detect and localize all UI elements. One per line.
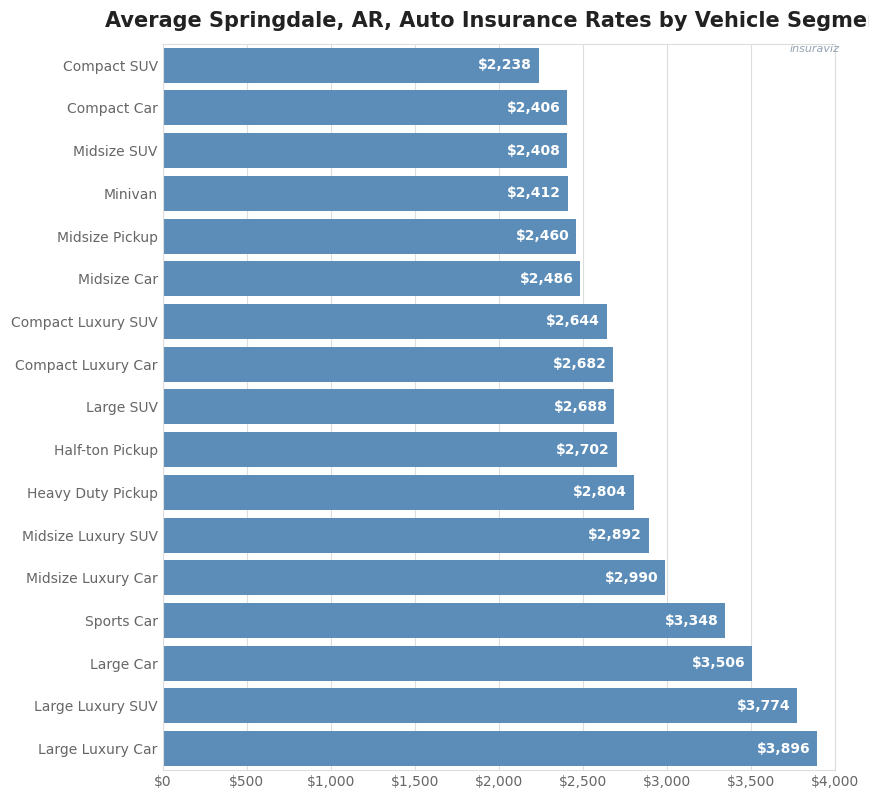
- Text: $2,702: $2,702: [555, 442, 609, 457]
- Text: $2,688: $2,688: [553, 400, 607, 414]
- Text: $2,460: $2,460: [515, 229, 568, 243]
- Bar: [163, 390, 614, 425]
- Text: $2,682: $2,682: [552, 357, 606, 371]
- Bar: [163, 475, 634, 510]
- Title: Average Springdale, AR, Auto Insurance Rates by Vehicle Segment: Average Springdale, AR, Auto Insurance R…: [105, 11, 869, 31]
- Bar: [163, 689, 796, 723]
- Bar: [163, 646, 751, 681]
- Text: $3,896: $3,896: [756, 742, 810, 756]
- Bar: [163, 304, 607, 339]
- Bar: [163, 262, 580, 296]
- Bar: [163, 346, 613, 382]
- Bar: [163, 432, 616, 467]
- Text: $2,406: $2,406: [506, 101, 560, 115]
- Text: $3,774: $3,774: [735, 699, 789, 713]
- Text: $2,892: $2,892: [587, 528, 641, 542]
- Text: $2,486: $2,486: [519, 272, 573, 286]
- Text: $2,412: $2,412: [507, 186, 561, 200]
- Bar: [163, 176, 567, 211]
- Text: $2,408: $2,408: [506, 143, 560, 158]
- Bar: [163, 218, 575, 254]
- Bar: [163, 603, 725, 638]
- Bar: [163, 731, 816, 766]
- Text: insuraviz: insuraviz: [789, 44, 839, 54]
- Bar: [163, 560, 664, 595]
- Bar: [163, 518, 648, 553]
- Text: $3,506: $3,506: [691, 656, 744, 670]
- Bar: [163, 90, 567, 126]
- Text: $2,238: $2,238: [478, 58, 532, 72]
- Text: $2,990: $2,990: [604, 570, 658, 585]
- Bar: [163, 133, 567, 168]
- Text: $2,804: $2,804: [573, 486, 627, 499]
- Text: $2,644: $2,644: [546, 314, 600, 329]
- Bar: [163, 48, 538, 82]
- Text: $3,348: $3,348: [664, 614, 718, 627]
